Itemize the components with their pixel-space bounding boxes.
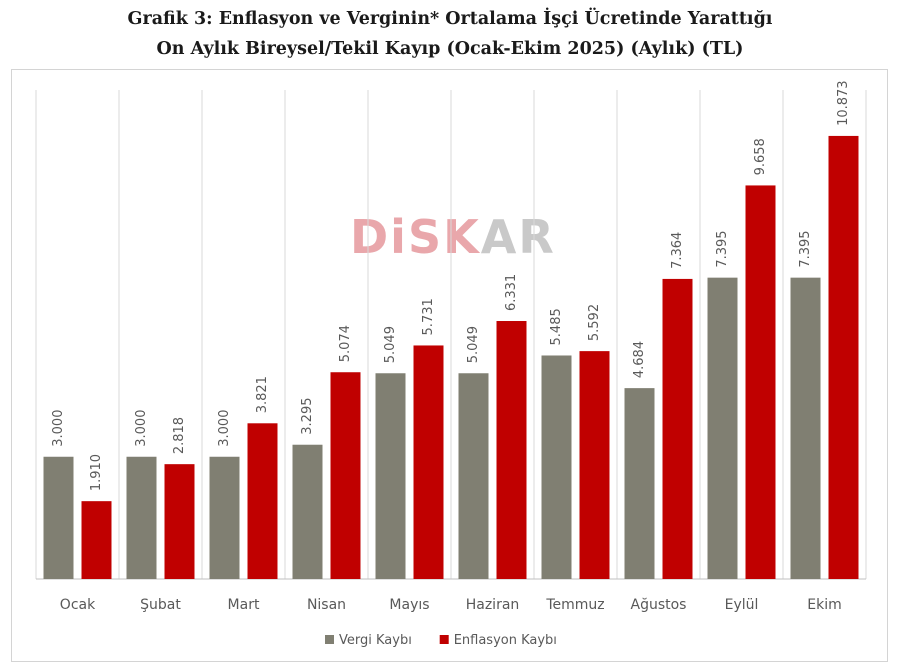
enflasyon-bar xyxy=(413,345,444,579)
enflasyon-data-label: 2.818 xyxy=(172,417,187,454)
legend-enflasyon-swatch xyxy=(439,635,449,644)
category-label: Nisan xyxy=(307,597,346,613)
watermark-part-2: AR xyxy=(480,210,556,264)
category-label: Ekim xyxy=(807,597,841,613)
vergi-bar xyxy=(209,456,240,579)
vergi-data-label: 5.485 xyxy=(549,308,564,345)
legend-enflasyon-label: Enflasyon Kaybı xyxy=(454,633,557,648)
vergi-data-label: 3.295 xyxy=(300,398,315,435)
vergi-bar xyxy=(458,373,489,579)
enflasyon-data-label: 5.074 xyxy=(338,325,353,362)
enflasyon-data-label: 9.658 xyxy=(753,138,768,175)
vergi-data-label: 5.049 xyxy=(466,326,481,363)
vergi-data-label: 5.049 xyxy=(383,326,398,363)
chart-title-line-1: Grafik 3: Enflasyon ve Verginin* Ortalam… xyxy=(127,9,773,29)
enflasyon-data-label: 5.731 xyxy=(421,298,436,335)
vergi-data-label: 7.395 xyxy=(715,230,730,267)
category-label: Mayıs xyxy=(389,597,429,613)
enflasyon-bar xyxy=(164,464,195,579)
vergi-data-label: 3.000 xyxy=(51,410,66,447)
vergi-bar xyxy=(375,373,406,579)
vergi-bar xyxy=(541,355,572,579)
chart-title-line-2: On Aylık Bireysel/Tekil Kayıp (Ocak-Ekim… xyxy=(156,39,744,59)
chart-frame xyxy=(11,69,888,662)
legend-vergi-label: Vergi Kaybı xyxy=(339,633,412,648)
vergi-bar xyxy=(790,277,821,579)
vergi-data-label: 7.395 xyxy=(798,230,813,267)
chart-title: Grafik 3: Enflasyon ve Verginin* Ortalam… xyxy=(0,4,900,64)
vergi-bar xyxy=(624,388,655,579)
category-label: Şubat xyxy=(140,597,181,613)
enflasyon-bar xyxy=(579,351,610,579)
enflasyon-bar xyxy=(247,423,278,579)
enflasyon-data-label: 7.364 xyxy=(670,232,685,269)
category-label: Haziran xyxy=(466,597,520,613)
enflasyon-data-label: 6.331 xyxy=(504,274,519,311)
category-label: Ocak xyxy=(60,597,96,613)
enflasyon-bar xyxy=(662,278,693,579)
vergi-data-label: 4.684 xyxy=(632,341,647,378)
vergi-data-label: 3.000 xyxy=(134,410,149,447)
enflasyon-data-label: 1.910 xyxy=(89,454,104,491)
enflasyon-bar xyxy=(828,135,859,580)
enflasyon-bar xyxy=(330,372,361,579)
legend-vergi-swatch xyxy=(325,635,334,644)
enflasyon-data-label: 10.873 xyxy=(836,80,851,126)
watermark-part-1: DiSK xyxy=(350,210,481,264)
category-label: Ağustos xyxy=(631,597,687,613)
enflasyon-bar xyxy=(496,321,527,579)
vergi-bar xyxy=(126,456,157,579)
enflasyon-bar xyxy=(745,185,776,579)
vergi-data-label: 3.000 xyxy=(217,410,232,447)
vergi-bar xyxy=(707,277,738,579)
enflasyon-data-label: 5.592 xyxy=(587,304,602,341)
category-label: Temmuz xyxy=(545,597,604,613)
enflasyon-data-label: 3.821 xyxy=(255,376,270,413)
diskar-watermark: DiSKAR xyxy=(350,210,556,264)
vergi-bar xyxy=(43,456,74,579)
enflasyon-bar xyxy=(81,501,112,579)
category-label: Mart xyxy=(228,597,260,613)
vergi-bar xyxy=(292,444,323,579)
category-label: Eylül xyxy=(725,597,759,613)
